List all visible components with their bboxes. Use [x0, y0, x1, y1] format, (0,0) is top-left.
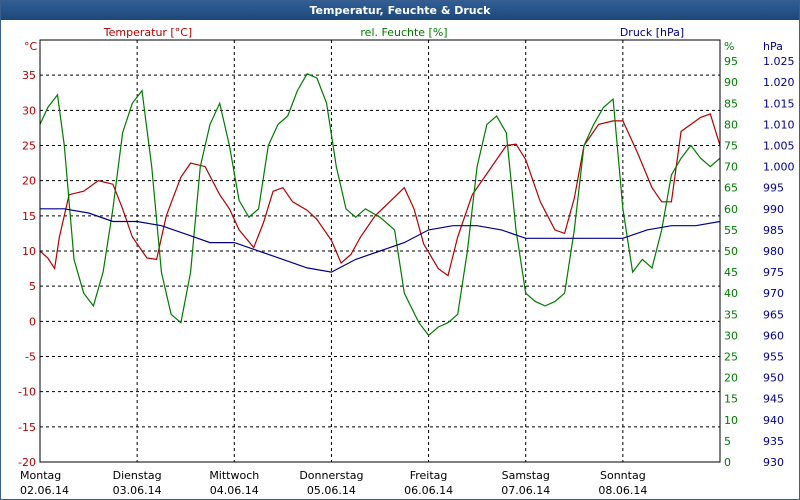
humidity-tick-label: 40	[724, 287, 738, 300]
temperature-tick-label: 15	[22, 210, 36, 223]
humidity-tick-label: 20	[724, 372, 738, 385]
pressure-tick-label: 980	[763, 245, 784, 258]
pressure-tick-label: 950	[763, 372, 784, 385]
series-line-right1	[39, 73, 721, 337]
pressure-tick-label: 965	[763, 308, 784, 321]
pressure-tick-label: 995	[763, 182, 784, 195]
humidity-tick-label: 5	[724, 435, 731, 448]
humidity-tick-label: 75	[724, 140, 738, 153]
labels-group: 35302520151050-5-10-15-20°C9590858075706…	[18, 26, 794, 497]
temperature-tick-label: 30	[22, 104, 36, 117]
pressure-tick-label: 945	[763, 393, 784, 406]
x-day-label: Mittwoch	[209, 469, 259, 482]
plot-frame	[39, 39, 721, 463]
pressure-tick-label: 930	[763, 456, 784, 469]
temperature-tick-label: -5	[25, 351, 36, 364]
pressure-tick-label: 955	[763, 351, 784, 364]
x-date-label: 04.06.14	[210, 484, 259, 497]
temperature-tick-label: -15	[18, 421, 36, 434]
humidity-tick-label: 45	[724, 266, 738, 279]
humidity-tick-label: 80	[724, 118, 738, 131]
x-day-label: Sonntag	[600, 469, 646, 482]
pressure-tick-label: 1.015	[763, 97, 795, 110]
pressure-tick-label: 985	[763, 224, 784, 237]
x-date-label: 06.06.14	[404, 484, 453, 497]
humidity-tick-label: 10	[724, 414, 738, 427]
humidity-tick-label: 85	[724, 97, 738, 110]
grid-lines	[40, 40, 720, 462]
x-day-label: Freitag	[410, 469, 448, 482]
pressure-tick-label: 1.025	[763, 55, 795, 68]
pressure-tick-label: 975	[763, 266, 784, 279]
x-day-label: Dienstag	[113, 469, 162, 482]
pressure-tick-label: 990	[763, 203, 784, 216]
x-day-label: Montag	[20, 469, 61, 482]
humidity-tick-label: 95	[724, 55, 738, 68]
humidity-tick-label: 90	[724, 76, 738, 89]
axes-group	[39, 39, 721, 463]
temperature-tick-label: -20	[18, 456, 36, 469]
temperature-unit: °C	[24, 40, 38, 53]
temperature-tick-label: 25	[22, 140, 36, 153]
temperature-tick-label: 10	[22, 245, 36, 258]
humidity-tick-label: 55	[724, 224, 738, 237]
pressure-tick-label: 1.000	[763, 161, 795, 174]
x-date-label: 05.06.14	[307, 484, 356, 497]
x-day-label: Samstag	[502, 469, 550, 482]
temperature-tick-label: 5	[29, 280, 36, 293]
x-date-label: 02.06.14	[20, 484, 69, 497]
temperature-tick-label: 35	[22, 69, 36, 82]
humidity-tick-label: 70	[724, 161, 738, 174]
temperature-tick-label: -10	[18, 386, 36, 399]
series-group	[39, 73, 721, 337]
pressure-tick-label: 1.010	[763, 118, 795, 131]
pressure-tick-label: 1.005	[763, 140, 795, 153]
pressure-tick-label: 935	[763, 435, 784, 448]
pressure-tick-label: 940	[763, 414, 784, 427]
humidity-tick-label: 0	[724, 456, 731, 469]
x-date-label: 03.06.14	[113, 484, 162, 497]
pressure-tick-label: 960	[763, 329, 784, 342]
temperature-tick-label: 0	[29, 315, 36, 328]
chart-title: Temperatur, Feuchte & Druck	[1, 1, 799, 20]
x-date-label: 07.06.14	[501, 484, 550, 497]
humidity-tick-label: 65	[724, 182, 738, 195]
humidity-axis-title: rel. Feuchte [%]	[360, 26, 447, 39]
pressure-axis-title: Druck [hPa]	[620, 26, 684, 39]
temperature-tick-label: 20	[22, 175, 36, 188]
series-line-right2	[40, 208, 721, 273]
humidity-tick-label: 15	[724, 393, 738, 406]
x-date-label: 08.06.14	[598, 484, 647, 497]
pressure-unit: hPa	[763, 40, 783, 53]
humidity-tick-label: 25	[724, 351, 738, 364]
pressure-tick-label: 970	[763, 287, 784, 300]
pressure-tick-label: 1.020	[763, 76, 795, 89]
humidity-tick-label: 30	[724, 329, 738, 342]
temperature-axis-title: Temperatur [°C]	[103, 26, 192, 39]
humidity-tick-label: 50	[724, 245, 738, 258]
humidity-tick-label: 35	[724, 308, 738, 321]
humidity-tick-label: 60	[724, 203, 738, 216]
humidity-unit: %	[724, 40, 734, 53]
x-day-label: Donnerstag	[299, 469, 363, 482]
